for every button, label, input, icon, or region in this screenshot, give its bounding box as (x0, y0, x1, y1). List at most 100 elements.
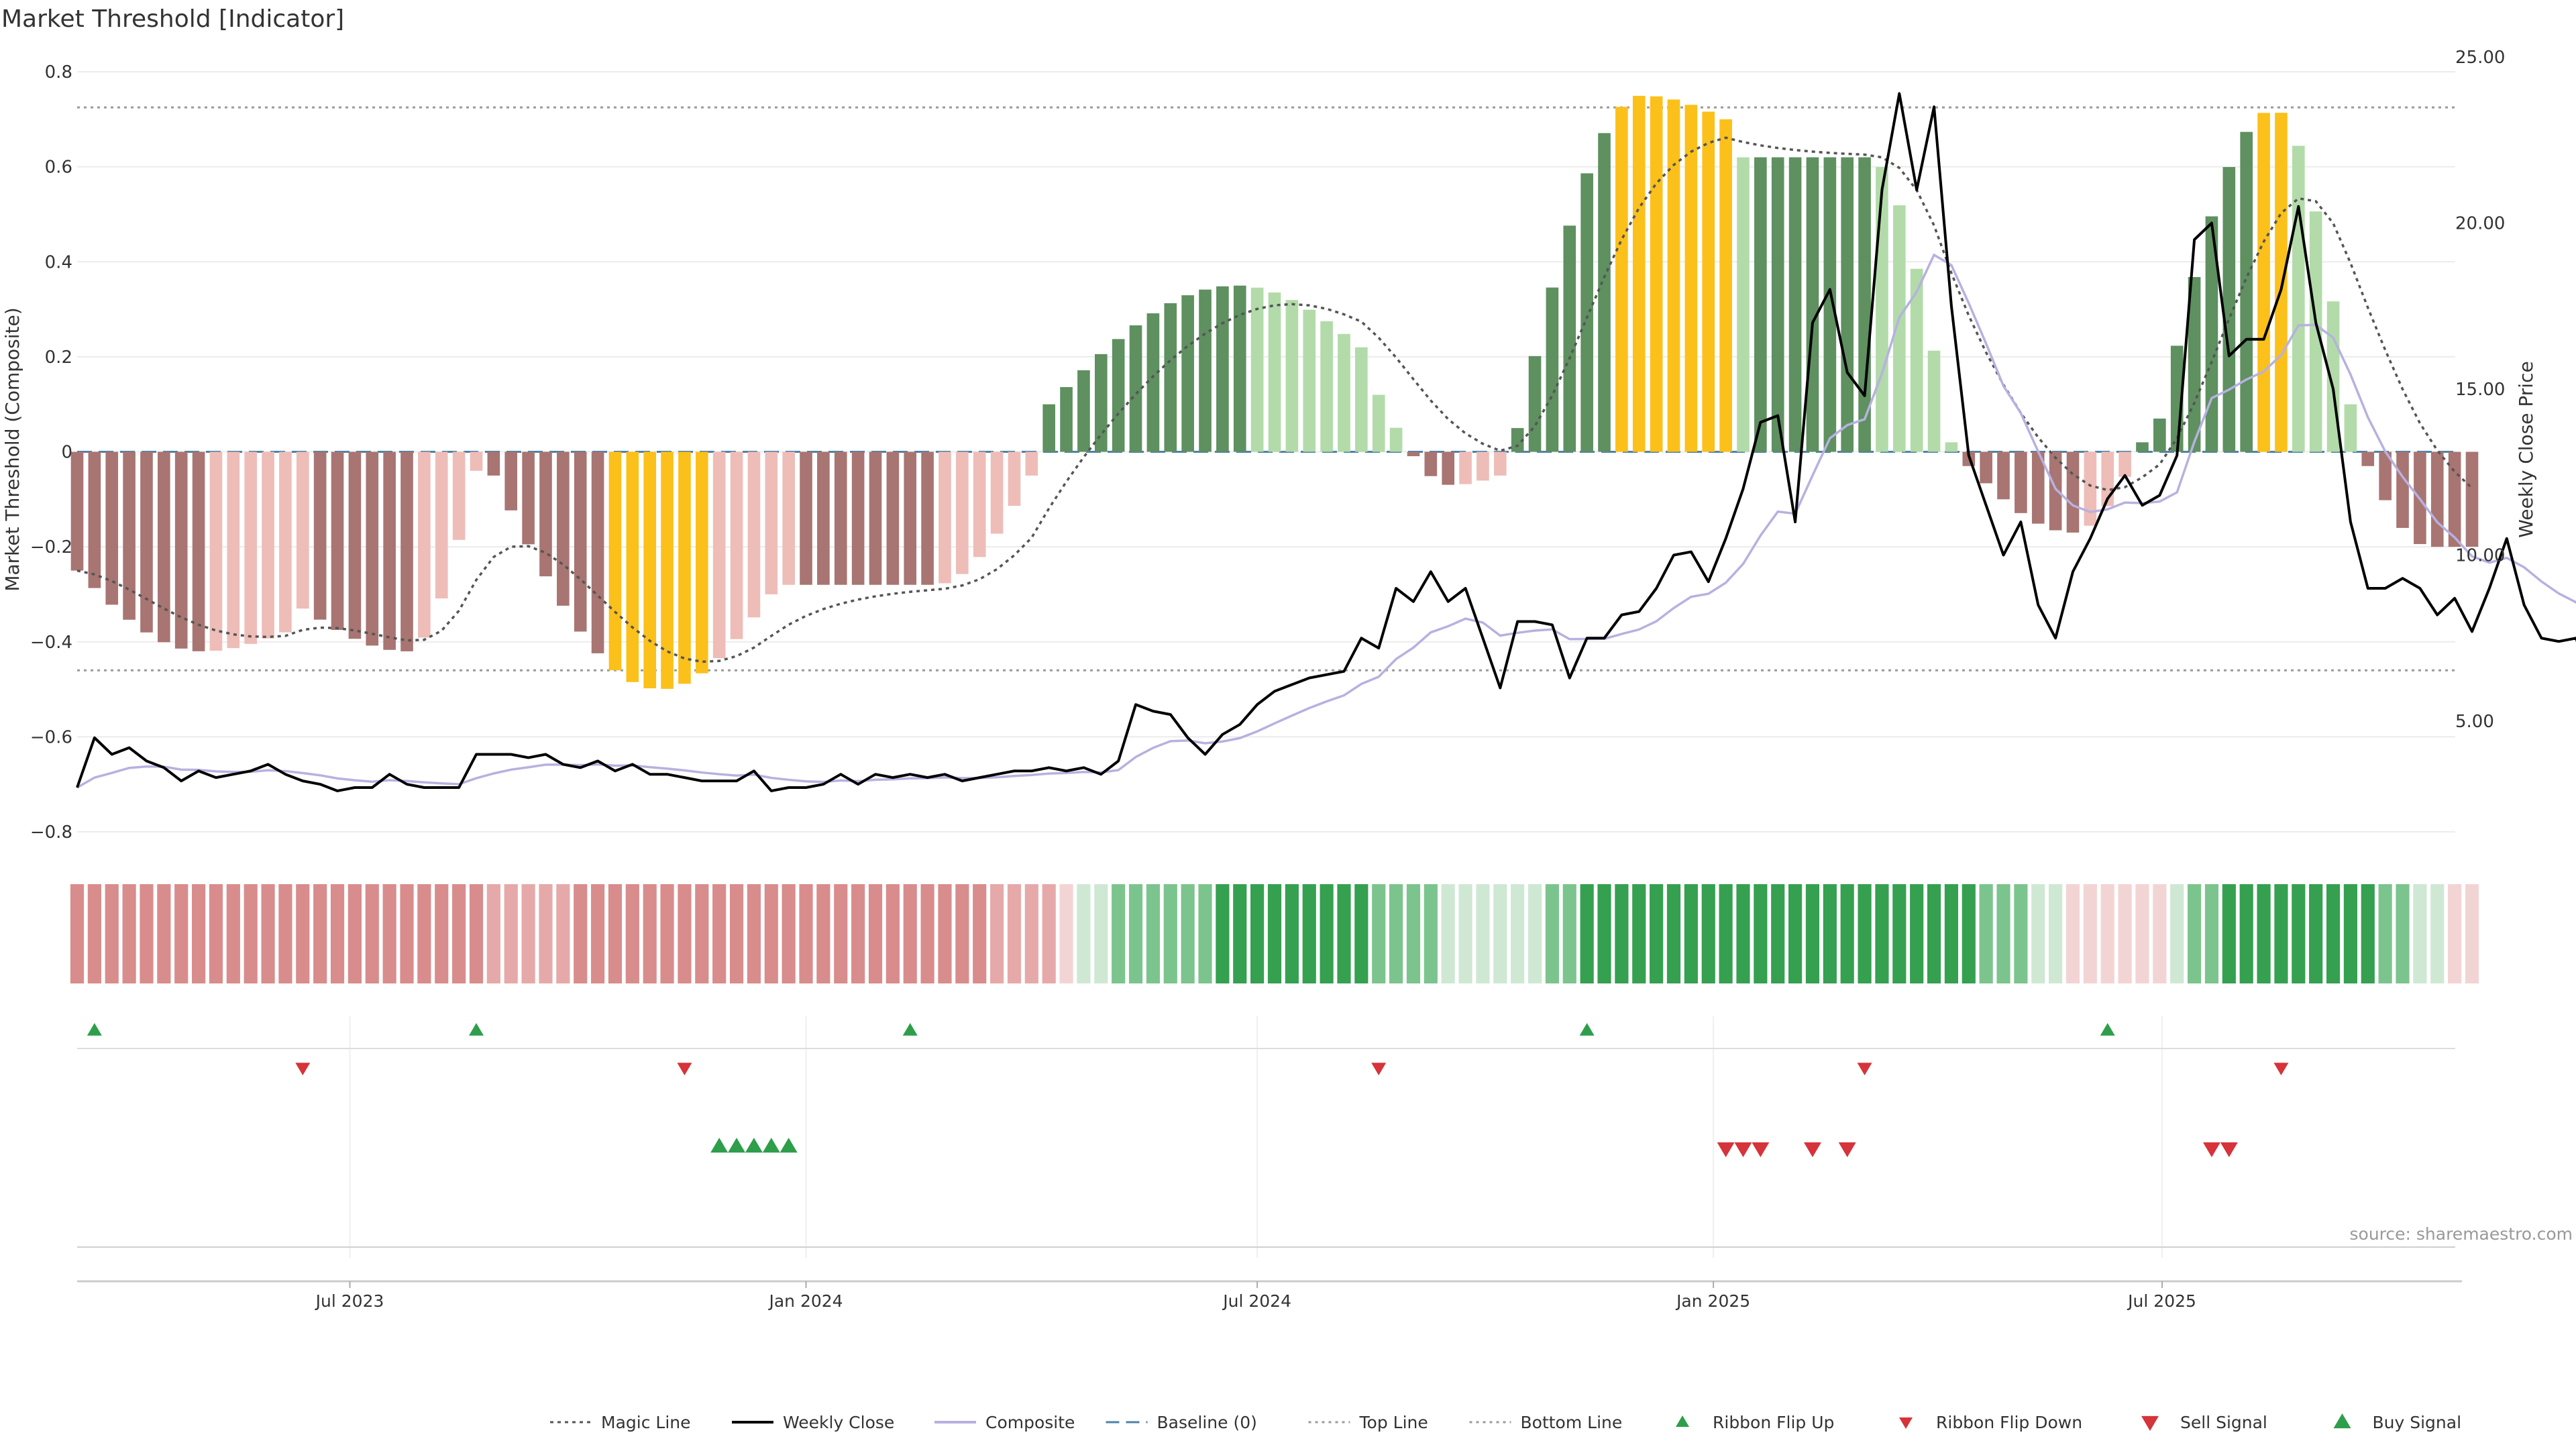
histogram-bar (2031, 451, 2045, 524)
ribbon-cell (1354, 884, 1368, 983)
legend-label: Composite (985, 1413, 1075, 1432)
histogram-bar (383, 451, 396, 650)
ribbon-cell (764, 884, 778, 983)
ribbon-flip-up-marker (1579, 1023, 1595, 1036)
ribbon-cell (1944, 884, 1959, 983)
histogram-bar (1771, 157, 1784, 452)
ribbon-cell (2361, 884, 2375, 983)
histogram-bar (313, 451, 327, 620)
ribbon-cell (2204, 884, 2219, 983)
histogram-bar (1320, 321, 1333, 452)
histogram-bar (782, 451, 795, 585)
histogram-bar (1823, 157, 1837, 452)
legend-label: Buy Signal (2373, 1413, 2462, 1432)
legend-item: Ribbon Flip Up (1676, 1413, 1834, 1432)
ribbon-cell (296, 884, 310, 983)
ribbon-cell (2049, 884, 2063, 983)
histogram-bar (2361, 451, 2375, 466)
y-tick-label-right: 20.00 (2455, 214, 2505, 234)
histogram-bar (1667, 99, 1680, 452)
ribbon-flip-down-marker (677, 1063, 692, 1075)
legend-item: Weekly Close (732, 1413, 894, 1432)
histogram-bar (1806, 157, 1819, 452)
histogram-bar (1389, 427, 1403, 452)
ribbon-cell (1701, 884, 1715, 983)
histogram-bar (348, 451, 362, 639)
ribbon-cell (1545, 884, 1560, 983)
ribbon-cell (191, 884, 206, 983)
legend-item: Buy Signal (2333, 1413, 2462, 1432)
y-tick-label-left: 0.4 (45, 252, 72, 272)
histogram-bar (158, 451, 170, 643)
y-tick-label-right: 5.00 (2455, 712, 2494, 732)
histogram-bar (678, 451, 691, 684)
ribbon-cell (2465, 884, 2479, 983)
ribbon-cell (938, 884, 952, 983)
histogram-bar (904, 451, 917, 585)
legend-swatch-sell (2141, 1415, 2159, 1431)
legend-item: Ribbon Flip Down (1899, 1413, 2082, 1432)
histogram-bar (1841, 157, 1854, 452)
price-and-composite-lines (76, 92, 2576, 792)
weekly-close-line (76, 92, 2576, 792)
histogram-bar (1199, 289, 1212, 452)
histogram-bar (1112, 339, 1125, 452)
ribbon-cell (539, 884, 553, 983)
x-tick-label: Jul 2023 (315, 1291, 384, 1311)
histogram-bar (817, 451, 830, 585)
ribbon-cell (1562, 884, 1576, 983)
ribbon-cell (261, 884, 275, 983)
histogram-bar (695, 451, 708, 674)
histogram-bar (1598, 133, 1611, 452)
ribbon-cell (330, 884, 345, 983)
y-axis-label-right: Weekly Close Price (2515, 361, 2537, 537)
histogram-bar (105, 451, 119, 605)
histogram-bar (1528, 356, 1542, 452)
sell-signal-marker (1734, 1142, 1752, 1157)
ribbon-cell (435, 884, 449, 983)
ribbon-cell (2430, 884, 2445, 983)
histogram-bar (2153, 418, 2166, 452)
ribbon-cell (313, 884, 327, 983)
histogram-bar (209, 451, 223, 651)
histogram-bar (1910, 268, 1923, 452)
ribbon-cell (1424, 884, 1438, 983)
histogram-bar (1997, 451, 2010, 500)
histogram-bar (1477, 451, 1489, 481)
trend-ribbon (70, 884, 2479, 983)
ribbon-cell (2257, 884, 2271, 983)
histogram-bar (227, 451, 240, 649)
ribbon-cell (903, 884, 917, 983)
legend-label: Ribbon Flip Down (1936, 1413, 2082, 1432)
magic-line (76, 136, 2473, 663)
histogram-bar (1146, 313, 1160, 452)
ribbon-cell (2292, 884, 2306, 983)
histogram-bar (262, 451, 274, 639)
ribbon-cell (625, 884, 639, 983)
ribbon-cell (2396, 884, 2410, 983)
ribbon-cell (574, 884, 588, 983)
histogram-bar (1615, 107, 1628, 452)
composite-histogram (70, 95, 2479, 689)
ribbon-cell (105, 884, 119, 983)
histogram-bar (1094, 354, 1108, 452)
histogram-bar (1442, 451, 1455, 485)
ribbon-cell (1458, 884, 1472, 983)
legend-item: Composite (934, 1413, 1075, 1432)
ribbon-cell (157, 884, 171, 983)
ribbon-cell (1441, 884, 1455, 983)
histogram-bar (539, 451, 552, 577)
ribbon-cell (1493, 884, 1507, 983)
histogram-bar (296, 451, 309, 609)
ribbon-cell (1823, 884, 1837, 983)
histogram-bar (400, 451, 413, 651)
histogram-bar (1892, 205, 1906, 452)
histogram-bar (2275, 113, 2288, 452)
ribbon-cell (174, 884, 189, 983)
ribbon-cell (2100, 884, 2114, 983)
histogram-bar (2205, 216, 2218, 452)
ribbon-cell (695, 884, 709, 983)
legend-label: Baseline (0) (1157, 1413, 1257, 1432)
ribbon-cell (365, 884, 379, 983)
